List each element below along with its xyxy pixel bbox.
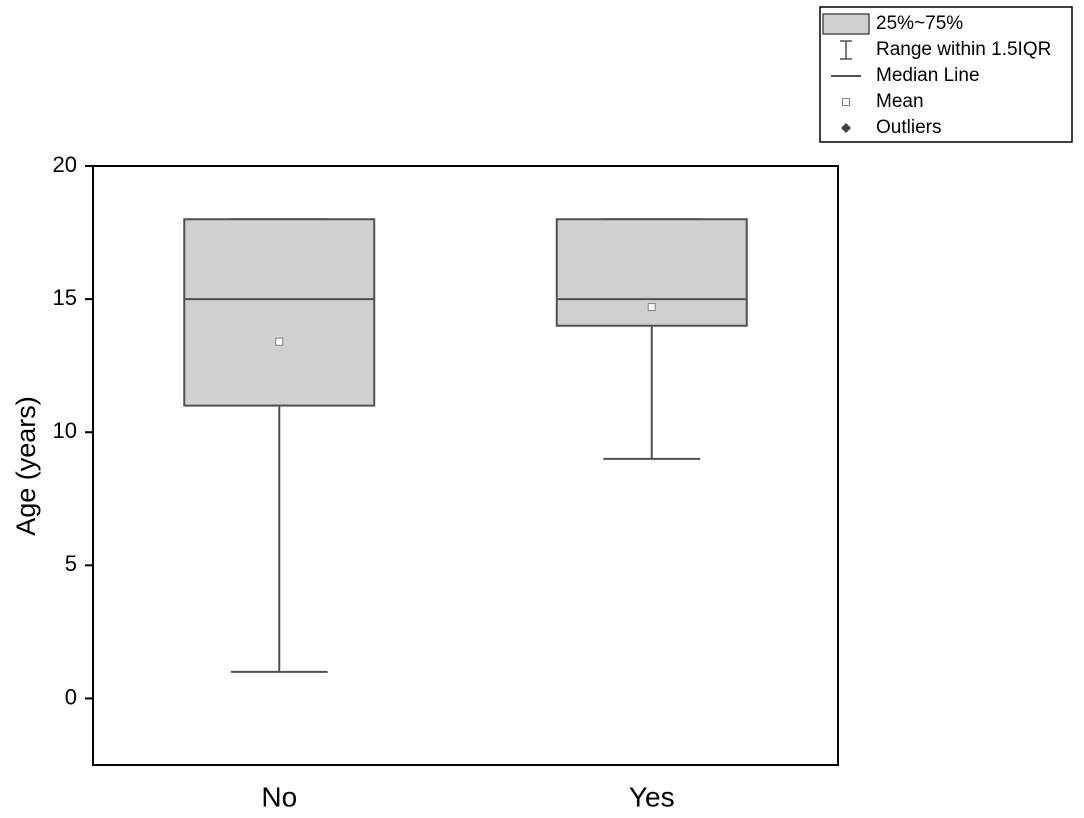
y-tick-label: 15 (53, 285, 77, 310)
legend-label: Range within 1.5IQR (876, 39, 1051, 60)
x-tick-label: Yes (629, 781, 675, 812)
y-tick-label: 10 (53, 418, 77, 443)
mean-marker (275, 337, 284, 346)
legend-swatch (842, 98, 850, 106)
x-tick-label: No (261, 781, 297, 812)
mean-marker (647, 303, 656, 312)
plot-frame (92, 165, 839, 766)
legend-swatch (841, 123, 851, 133)
y-tick-label: 5 (65, 551, 77, 576)
legend-label: Median Line (876, 65, 980, 86)
y-tick-label: 20 (53, 152, 77, 177)
y-tick-label: 0 (65, 684, 77, 709)
legend-swatch (822, 13, 870, 35)
y-axis-label: Age (years) (11, 396, 41, 536)
legend-label: 25%~75% (876, 13, 963, 34)
box (183, 218, 376, 407)
legend-label: Outliers (876, 117, 941, 138)
legend-label: Mean (876, 91, 924, 112)
